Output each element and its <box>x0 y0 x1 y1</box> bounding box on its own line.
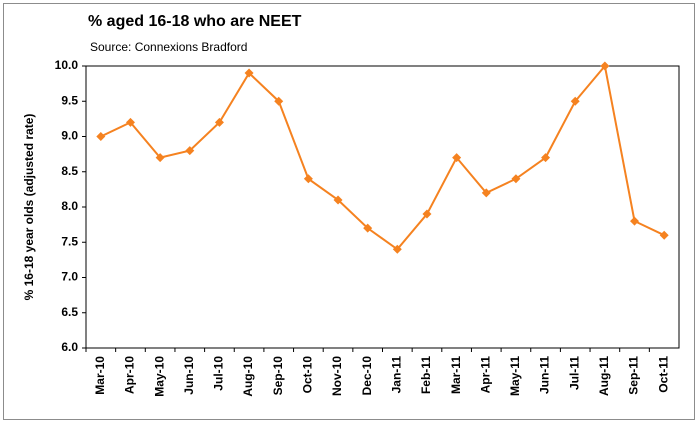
marker <box>244 68 254 78</box>
x-tick-label: Nov-10 <box>330 356 344 396</box>
marker <box>422 209 432 219</box>
line <box>100 63 665 251</box>
x-tick-label: May-11 <box>508 356 522 396</box>
x-tick-label: Mar-11 <box>449 356 463 394</box>
marker <box>125 117 135 127</box>
x-tick-label: Jul-10 <box>212 356 226 391</box>
marker <box>659 230 669 240</box>
marker <box>481 188 491 198</box>
x-tick-label: Aug-11 <box>597 356 611 396</box>
x-tick-label: Jan-11 <box>389 356 403 394</box>
marker <box>363 223 373 233</box>
y-axis-label: % 16-18 year olds (adjusted rate) <box>22 114 36 301</box>
chart-title: % aged 16-18 who are NEET <box>88 13 302 30</box>
y-tick-label: 10.0 <box>55 58 79 72</box>
x-tick-label: Apr-11 <box>478 356 492 394</box>
marker <box>333 195 343 205</box>
x-tick-label: Oct-11 <box>656 356 670 393</box>
y-tick-label: 6.5 <box>61 305 78 319</box>
x-tick-label: Feb-11 <box>419 356 433 394</box>
marker <box>570 96 580 106</box>
x-tick-label: Jul-11 <box>567 356 581 390</box>
x-tick-label: Jun-10 <box>182 356 196 395</box>
x-tick-label: Sep-10 <box>271 356 285 396</box>
marker <box>274 96 284 106</box>
y-tick-label: 8.5 <box>61 164 78 178</box>
y-tick-label: 8.0 <box>61 199 78 213</box>
marker <box>511 174 521 184</box>
chart-subtitle: Source: Connexions Bradford <box>90 40 247 54</box>
marker <box>630 216 640 226</box>
marker <box>600 61 610 71</box>
y-tick-label: 7.5 <box>61 234 78 248</box>
y-tick-label: 6.0 <box>61 340 78 354</box>
marker <box>303 174 313 184</box>
x-tick-label: Dec-10 <box>360 356 374 396</box>
marker <box>155 153 165 163</box>
x-tick-label: Oct-10 <box>301 356 315 394</box>
x-tick-label: May-10 <box>152 356 166 397</box>
y-tick-label: 9.5 <box>61 93 78 107</box>
x-tick-label: Jun-11 <box>538 356 552 394</box>
marker <box>214 117 224 127</box>
x-tick-label: Aug-10 <box>241 356 255 397</box>
marker <box>541 153 551 163</box>
marker <box>185 146 195 156</box>
y-tick-label: 7.0 <box>61 270 78 284</box>
x-tick-label: Mar-10 <box>93 356 107 395</box>
x-tick-label: Apr-10 <box>123 356 137 394</box>
marker <box>452 153 462 163</box>
x-tick-label: Sep-11 <box>627 356 641 395</box>
marker <box>96 132 106 141</box>
y-tick-label: 9.0 <box>61 129 78 143</box>
marker <box>392 244 402 254</box>
